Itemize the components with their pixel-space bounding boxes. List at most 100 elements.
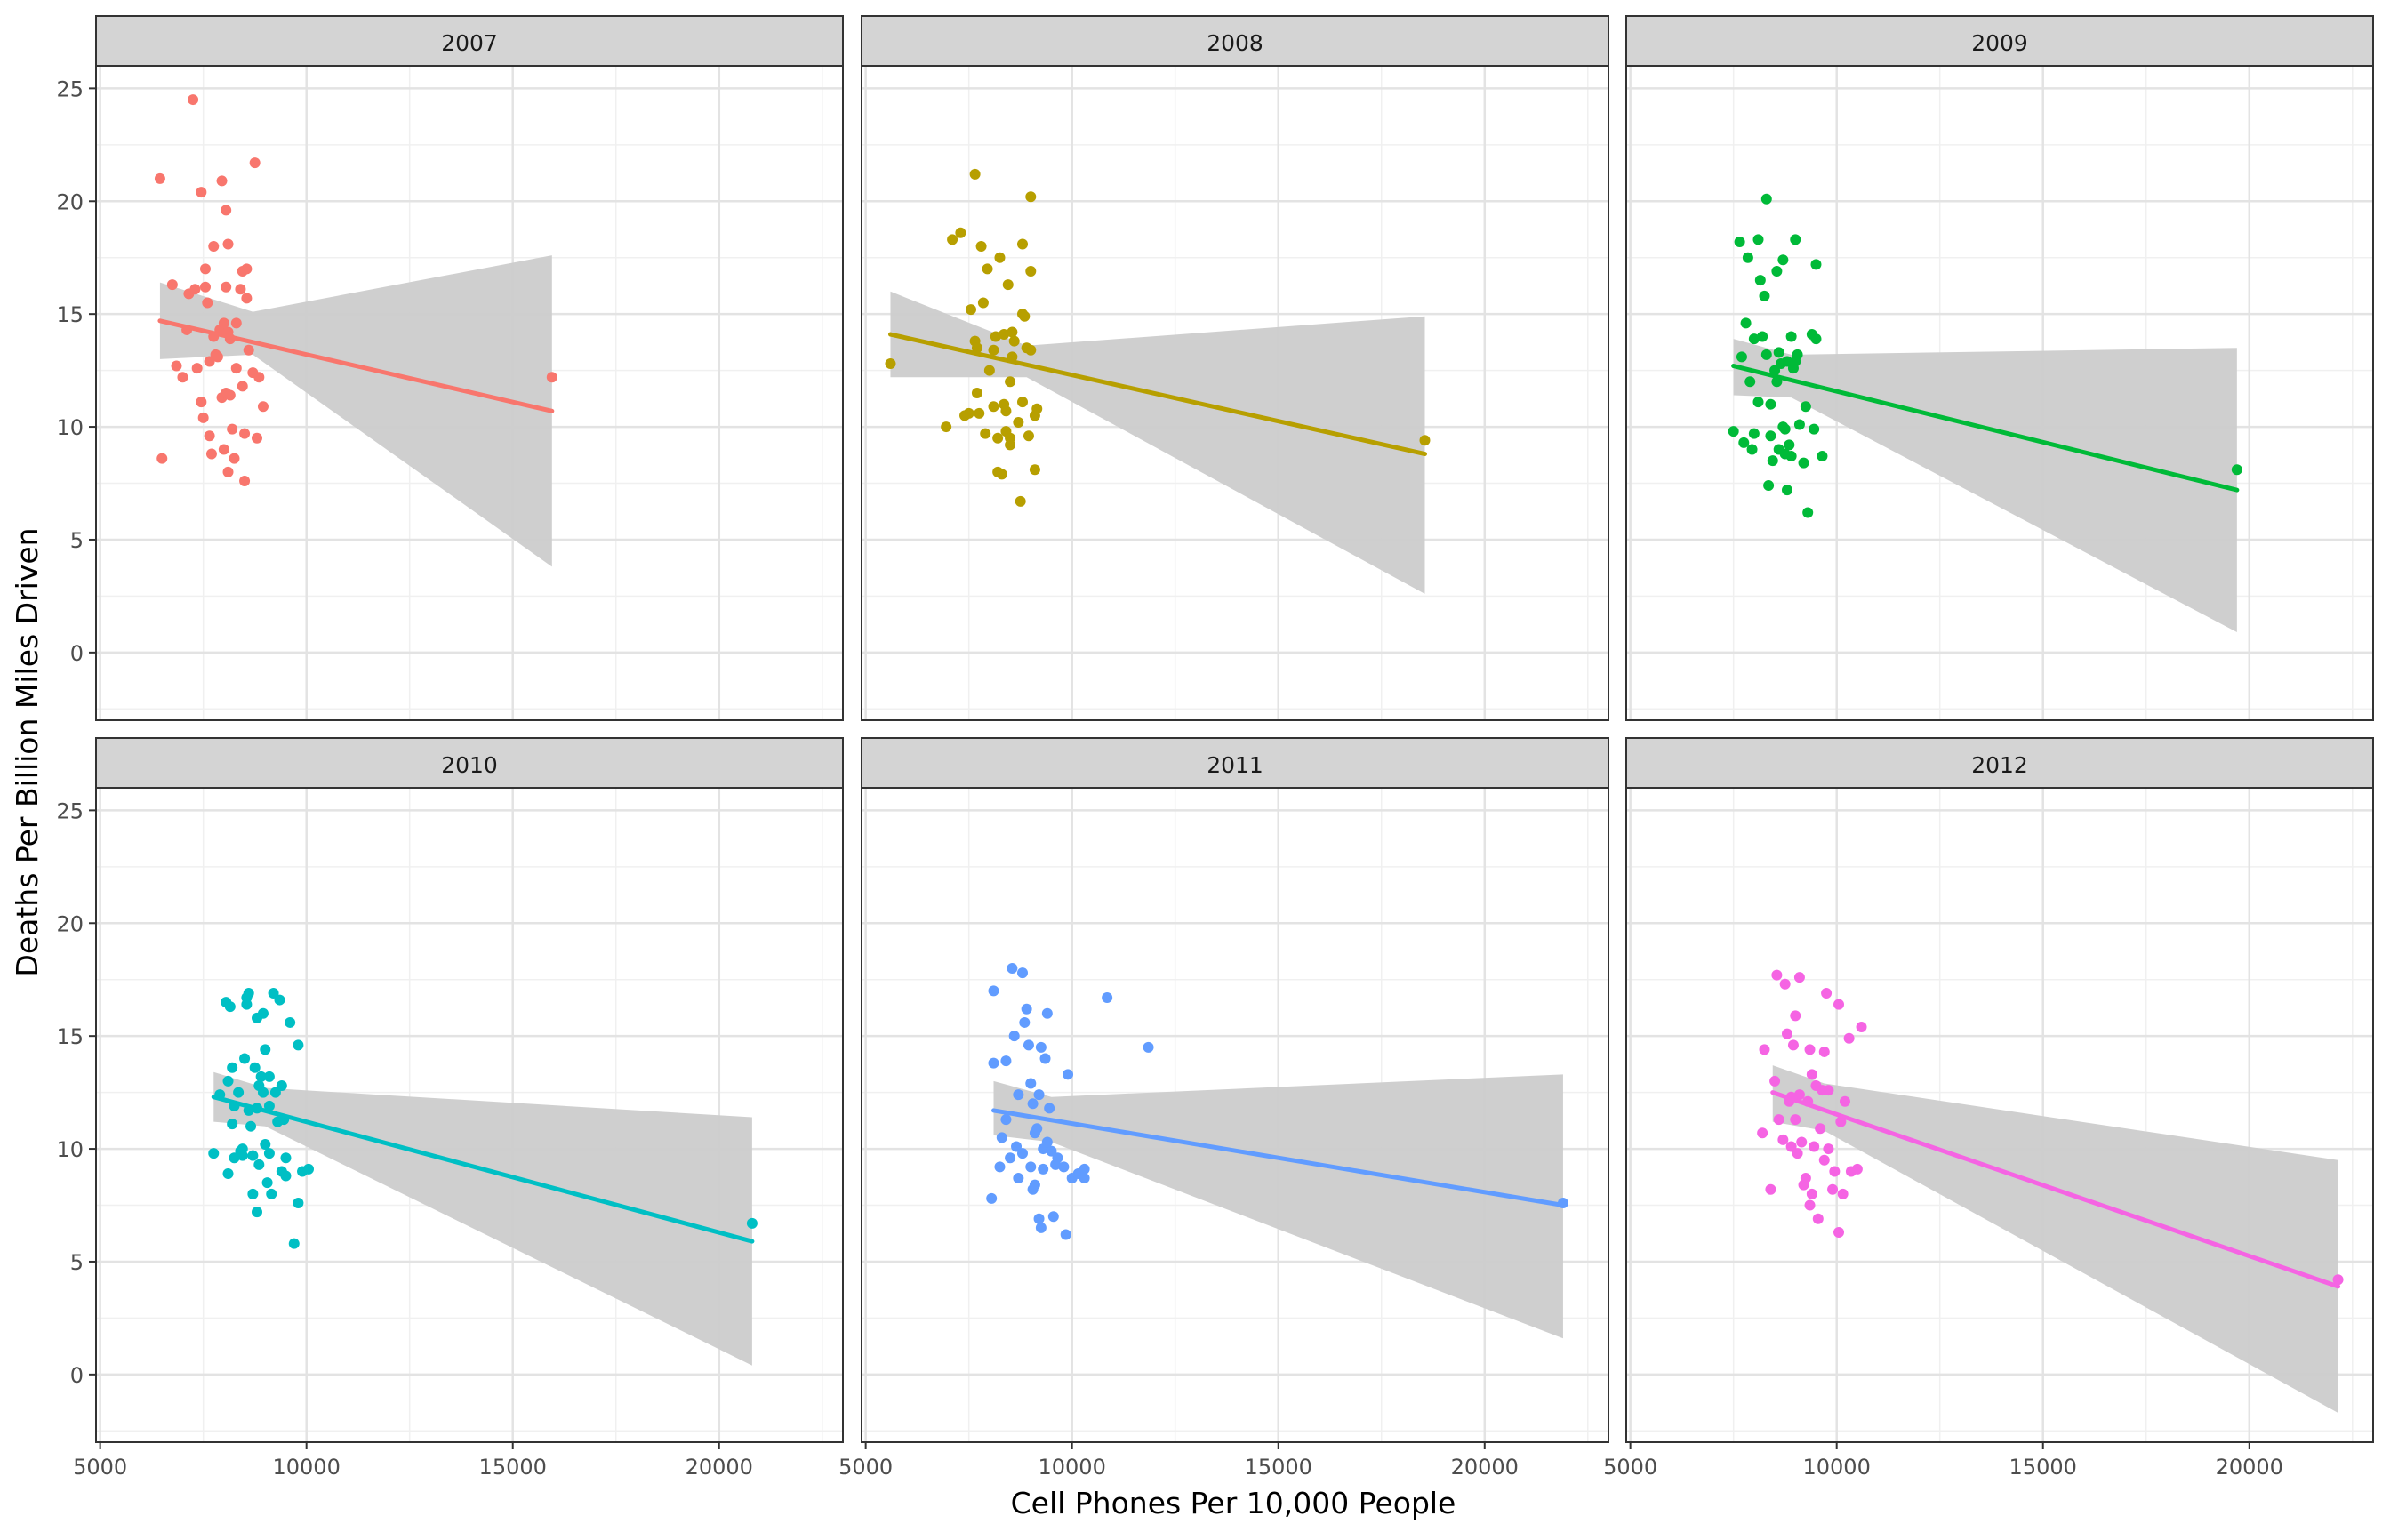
data-point: [243, 987, 254, 999]
data-point: [199, 281, 211, 293]
data-point: [1781, 356, 1792, 367]
data-point: [1079, 1163, 1090, 1175]
data-point: [253, 1159, 265, 1170]
data-point: [224, 1001, 236, 1013]
data-point: [1734, 236, 1745, 247]
data-point: [971, 388, 982, 398]
data-point: [1835, 1116, 1847, 1127]
data-point: [1035, 1222, 1047, 1233]
data-point: [257, 401, 269, 413]
data-point: [1823, 1143, 1834, 1155]
data-point: [1023, 1039, 1034, 1051]
data-point: [1777, 1134, 1789, 1145]
data-point: [955, 227, 966, 238]
data-point: [241, 999, 253, 1010]
data-point: [249, 1062, 261, 1073]
data-point: [996, 1132, 1007, 1143]
data-point: [1810, 259, 1822, 270]
facet-panel: 2011 5000 10000 15000 20000: [838, 737, 1609, 1480]
data-point: [1757, 1127, 1768, 1139]
data-point: [1815, 1123, 1826, 1135]
facet-title: 2010: [441, 752, 498, 778]
data-point: [1754, 275, 1766, 286]
data-point: [1792, 1148, 1803, 1159]
data-point: [983, 365, 995, 376]
x-tick-label: 5000: [73, 1455, 127, 1480]
data-point: [1771, 969, 1783, 981]
data-point: [1058, 1161, 1070, 1173]
data-point: [1016, 1148, 1028, 1159]
confidence-band: [890, 291, 1425, 594]
x-tick-label: 10000: [273, 1455, 341, 1480]
data-point: [1744, 376, 1756, 388]
x-tick-label: 20000: [1451, 1455, 1519, 1480]
data-point: [227, 1119, 238, 1130]
data-point: [218, 317, 229, 329]
data-point: [293, 1197, 304, 1208]
data-point: [1013, 416, 1024, 428]
data-point: [1035, 1041, 1047, 1053]
data-point: [1143, 1041, 1154, 1053]
facet-title: 2008: [1207, 30, 1263, 56]
data-point: [1800, 401, 1811, 413]
data-point: [196, 397, 207, 408]
data-point: [212, 351, 223, 363]
data-point: [1738, 437, 1750, 448]
data-point: [1079, 1173, 1090, 1184]
data-point: [1806, 1188, 1817, 1199]
data-point: [1046, 1145, 1057, 1157]
data-point: [1002, 279, 1014, 291]
data-point: [1790, 234, 1801, 245]
facet-strip: [861, 15, 1609, 67]
facet-title: 2007: [441, 30, 498, 56]
data-point: [1793, 972, 1805, 983]
data-point: [1843, 1032, 1855, 1044]
data-point: [1027, 1098, 1039, 1110]
data-point: [237, 1143, 248, 1155]
data-point: [303, 1163, 315, 1175]
data-point: [1015, 495, 1026, 507]
facet-title: 2009: [1971, 30, 2028, 56]
data-point: [1025, 1161, 1037, 1173]
data-point: [974, 407, 985, 419]
data-point: [216, 175, 228, 187]
data-point: [1781, 1028, 1792, 1039]
data-point: [994, 1161, 1006, 1173]
data-point: [1806, 1069, 1817, 1080]
facet-panel: 2009: [1625, 15, 2374, 721]
data-point: [221, 281, 232, 293]
data-point: [1000, 1114, 1012, 1126]
x-axis-title: Cell Phones Per 10,000 People: [1011, 1486, 1456, 1520]
data-point: [1013, 1173, 1024, 1184]
data-point: [1742, 252, 1753, 263]
data-point: [941, 421, 952, 433]
data-point: [266, 1188, 277, 1199]
data-point: [1025, 344, 1037, 356]
data-point: [230, 317, 242, 329]
data-point: [1765, 398, 1776, 410]
data-point: [1007, 963, 1018, 975]
data-point: [204, 430, 215, 442]
data-point: [261, 1177, 273, 1189]
data-point: [276, 1080, 287, 1092]
data-point: [1005, 376, 1016, 388]
data-point: [196, 187, 207, 198]
data-point: [1041, 1007, 1053, 1019]
y-tick-label: 20: [56, 911, 84, 936]
data-point: [243, 344, 254, 356]
y-tick-label: 20: [56, 189, 84, 214]
data-point: [1757, 331, 1768, 342]
data-point: [1031, 1123, 1043, 1135]
facet-strip: [1625, 15, 2374, 67]
data-point: [188, 94, 199, 106]
data-point: [221, 205, 232, 216]
data-point: [280, 1170, 292, 1182]
data-point: [1013, 1089, 1024, 1101]
data-point: [982, 263, 993, 275]
data-point: [947, 234, 958, 245]
data-point: [249, 157, 261, 169]
data-point: [971, 342, 982, 354]
data-point: [1823, 1085, 1834, 1096]
